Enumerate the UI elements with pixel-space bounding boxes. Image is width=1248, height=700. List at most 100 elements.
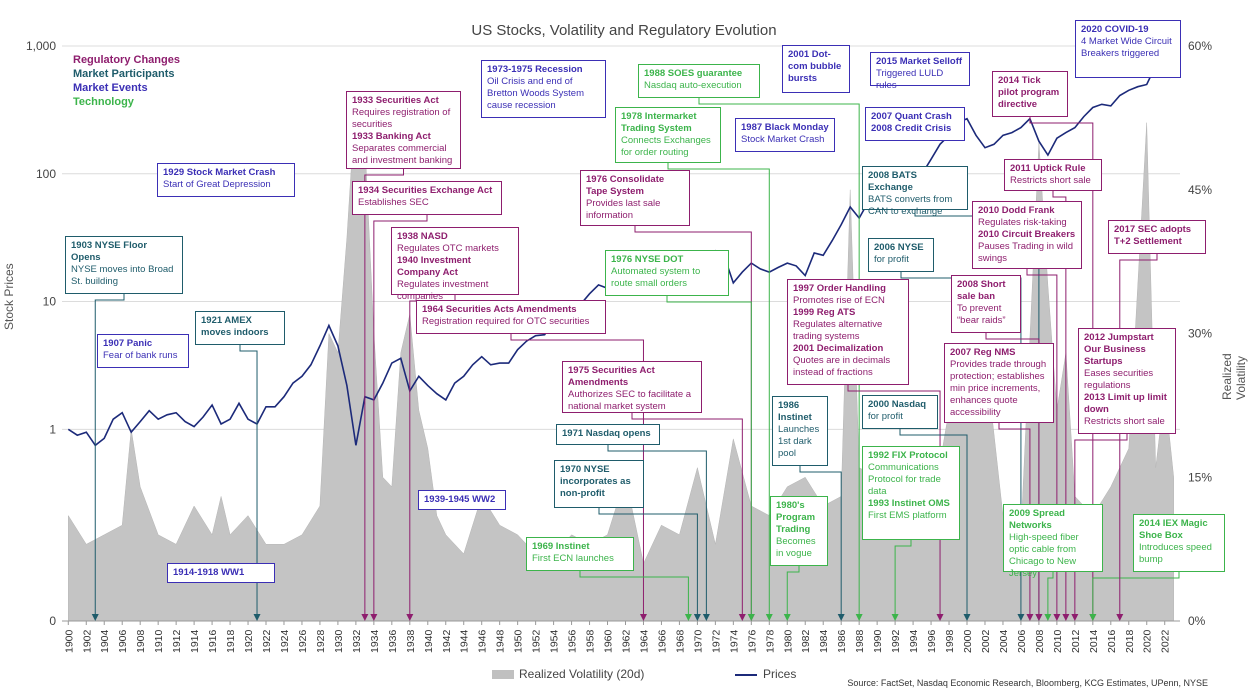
x-tick-label: 1978: [764, 629, 776, 653]
annotation-desc-2: First EMS platform: [868, 510, 947, 521]
annotation-title: 2009 Spread Networks: [1009, 508, 1065, 531]
leader-line: [667, 163, 770, 615]
leader-arrow: [253, 614, 261, 621]
annotation-desc: Launches 1st dark pool: [778, 424, 820, 459]
annotation-2015: 2015 Market Selloff Triggered LULD rules: [870, 52, 970, 91]
annotation-2014-tick: 2014 Tick pilot program directive: [992, 71, 1068, 117]
annotation-desc: High-speed fiber optic cable from Chicag…: [1009, 532, 1079, 579]
annotation-desc: Automated system to route small orders: [611, 266, 701, 289]
x-tick-label: 1958: [585, 629, 597, 653]
annotation-title: 1992 FIX Protocol: [868, 450, 948, 461]
leader-line: [239, 345, 258, 615]
x-tick-label: 1974: [728, 629, 740, 653]
annotation-desc: Connects Exchanges for order routing: [621, 135, 711, 158]
x-tick-label: 1968: [674, 629, 686, 653]
annotation-title-2: 2013 Limit up limit down: [1084, 392, 1167, 415]
annotation-title: 1969 Instinet: [532, 541, 590, 552]
x-tick-label: 1954: [549, 629, 561, 653]
x-tick-label: 1990: [872, 629, 884, 653]
x-tick-label: 2020: [1142, 629, 1154, 653]
annotation-1986: 1986 Instinet Launches 1st dark pool: [772, 396, 828, 466]
leader-arrow: [693, 614, 701, 621]
leader-line: [1026, 269, 1058, 615]
x-tick-label: 1956: [567, 629, 579, 653]
leader-line: [899, 429, 968, 615]
annotation-desc: Eases securities regulations: [1084, 368, 1154, 391]
x-tick-label: 1928: [315, 629, 327, 653]
annotation-title-2: 1940 Investment Company Act: [397, 255, 471, 278]
leader-arrow: [1071, 614, 1079, 621]
annotation-title-2: 1993 Instinet OMS: [868, 498, 950, 509]
y-axis-title: Stock Prices: [2, 263, 16, 330]
leader-line: [373, 215, 428, 615]
annotation-1969: 1969 Instinet First ECN launches: [526, 537, 634, 571]
x-tick-label: 2000: [962, 629, 974, 653]
leader-line: [666, 296, 752, 615]
x-tick-label: 1972: [710, 629, 722, 653]
annotation-leader-lines: [91, 98, 1180, 621]
annotation-title-2: 1999 Reg ATS: [793, 307, 856, 318]
x-tick-label: 1962: [620, 629, 632, 653]
annotation-1978: 1978 Intermarket Trading System Connects …: [615, 107, 721, 163]
annotation-title: 1921 AMEX moves indoors: [201, 315, 269, 338]
annotation-title: 2008 Short sale ban: [957, 279, 1006, 302]
annotation-1980: 1980's Program Trading Becomes in vogue: [770, 496, 828, 566]
y-tick-label: 10: [43, 295, 57, 309]
x-tick-label: 1918: [225, 629, 237, 653]
annotation-1997: 1997 Order Handling Promotes rise of ECN 1…: [787, 279, 909, 385]
annotation-1964: 1964 Securities Acts Amendments Registrat…: [416, 300, 606, 334]
annotation-title: 1938 NASD: [397, 231, 448, 242]
x-tick-label: 1936: [387, 629, 399, 653]
annotation-2008-shortban: 2008 Short sale ban To prevent “bear raid…: [951, 275, 1021, 333]
x-tick-label: 1930: [333, 629, 345, 653]
x-tick-label: 1950: [513, 629, 525, 653]
annotation-1921: 1921 AMEX moves indoors: [195, 311, 285, 345]
annotation-desc-2: Separates commercial and investment bank…: [352, 143, 453, 166]
annotation-title: 2012 Jumpstart Our Business Startups: [1084, 332, 1154, 367]
legend-events: Market Events: [73, 82, 148, 94]
annotation-title: 1971 Nasdaq opens: [562, 428, 651, 439]
legend-volatility-swatch: [492, 670, 514, 680]
leader-arrow: [1053, 614, 1061, 621]
annotation-desc: Communications Protocol for trade data: [868, 462, 941, 497]
annotation-1976-tape: 1976 Consolidate Tape System Provides las…: [580, 170, 690, 226]
annotation-desc: Oil Crisis and end of Bretton Woods Syst…: [487, 76, 584, 111]
axes: 0 1 10 100 1,000 0% 15% 30% 45% 60% 1900 1902 1904 19…: [26, 39, 1212, 653]
annotation-desc: Restricts short sale: [1010, 175, 1091, 186]
leader-arrow: [684, 614, 692, 621]
leader-arrow: [783, 614, 791, 621]
legend-volatility: Realized Volatility (20d): [492, 667, 644, 681]
annotation-2011: 2011 Uptick Rule Restricts short sale: [1004, 159, 1102, 191]
x-tick-label: 2012: [1070, 629, 1082, 653]
annotation-title: 1933 Securities Act: [352, 95, 439, 106]
x-tick-label: 1964: [638, 629, 650, 653]
annotation-title: 1997 Order Handling: [793, 283, 886, 294]
annotation-2020: 2020 COVID-19 4 Market Wide Circuit Break…: [1075, 20, 1181, 78]
annotation-2000: 2000 Nasdaq for profit: [862, 395, 938, 429]
annotation-1933: 1933 Securities Act Requires registration…: [346, 91, 461, 169]
x-tick-label: 1916: [207, 629, 219, 653]
x-tick-label: 1970: [692, 629, 704, 653]
leader-arrow: [855, 614, 863, 621]
annotation-title-2: 2010 Circuit Breakers: [978, 229, 1076, 240]
y-tick-label: 1: [49, 422, 56, 436]
annotation-1992: 1992 FIX Protocol Communications Protocol…: [862, 446, 960, 540]
annotation-2001: 2001 Dot-com bubble bursts: [782, 45, 850, 93]
y2-tick-label: 45%: [1188, 183, 1212, 197]
annotation-desc-2: Regulates alternative trading systems: [793, 319, 883, 342]
annotation-title: 2011 Uptick Rule: [1010, 163, 1086, 174]
annotation-title: 1934 Securities Exchange Act: [358, 185, 493, 196]
annotation-desc: Nasdaq auto-execution: [644, 80, 742, 91]
x-tick-label: 1986: [836, 629, 848, 653]
x-tick-label: 1944: [459, 629, 471, 653]
annotation-title: 2014 Tick pilot program directive: [998, 75, 1060, 110]
leader-line: [894, 540, 912, 615]
x-tick-label: 2004: [998, 629, 1010, 653]
leader-line: [1092, 572, 1180, 615]
annotation-title: 1975 Securities Act Amendments: [568, 365, 655, 388]
x-tick-label: 1982: [800, 629, 812, 653]
x-tick-label: 1926: [297, 629, 309, 653]
x-tick-label: 1938: [405, 629, 417, 653]
annotation-title: 2020 COVID-19: [1081, 24, 1149, 35]
annotation-title: 1929 Stock Market Crash: [163, 167, 276, 178]
